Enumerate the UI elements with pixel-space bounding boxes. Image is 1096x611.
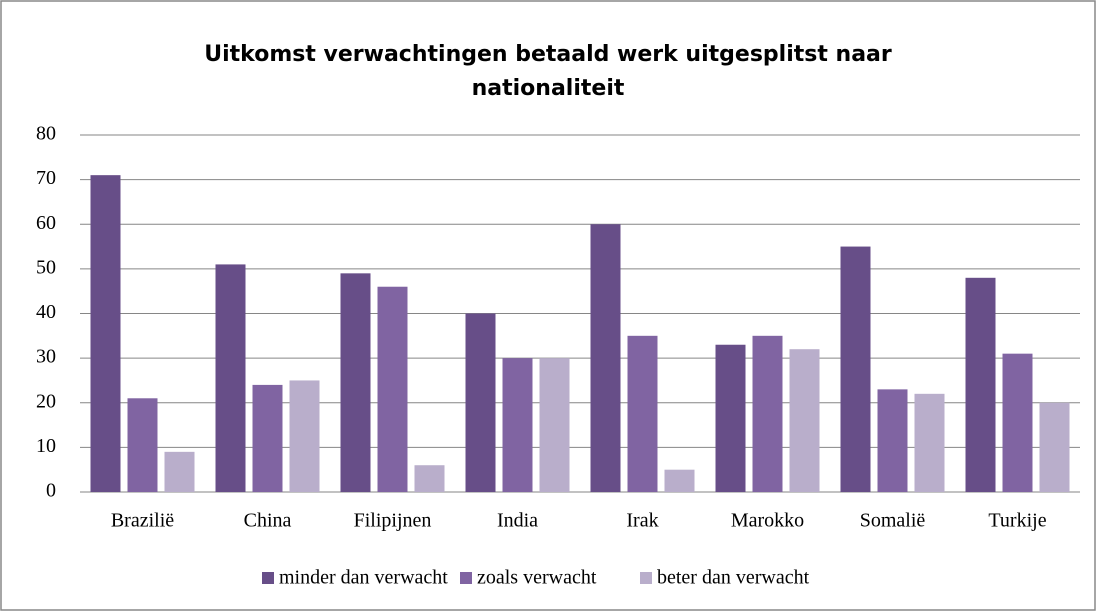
bar — [289, 380, 320, 492]
y-tick-label: 0 — [46, 480, 56, 502]
y-tick-label: 70 — [36, 167, 56, 189]
y-tick-label: 50 — [36, 256, 56, 278]
bar — [340, 273, 371, 492]
bar — [965, 277, 996, 492]
bar — [127, 398, 158, 492]
bar — [252, 384, 283, 492]
x-tick-label: India — [497, 510, 538, 532]
bar — [789, 349, 820, 492]
bar — [627, 335, 658, 492]
bar — [539, 358, 570, 492]
chart-title: Uitkomst verwachtingen betaald werk uitg… — [204, 42, 892, 101]
bar — [715, 344, 746, 492]
bar — [914, 393, 945, 492]
y-tick-label: 10 — [36, 435, 56, 457]
bar — [465, 313, 496, 492]
bar — [840, 246, 871, 492]
x-tick-label: Somalië — [860, 510, 926, 532]
bar — [590, 224, 621, 492]
legend-label: beter dan verwacht — [657, 567, 810, 589]
bar — [215, 264, 246, 492]
bar — [1002, 353, 1033, 492]
x-tick-label: Irak — [626, 510, 658, 532]
bar — [1039, 402, 1070, 492]
y-tick-label: 80 — [36, 123, 56, 145]
legend-swatch — [460, 572, 472, 584]
x-tick-label: Marokko — [731, 510, 804, 532]
y-tick-label: 60 — [36, 212, 56, 234]
legend-label: minder dan verwacht — [279, 567, 448, 589]
bar — [664, 469, 695, 492]
legend-swatch — [640, 572, 652, 584]
bar — [502, 358, 533, 492]
x-tick-label: Filipijnen — [354, 510, 432, 532]
bar — [377, 286, 408, 492]
legend-label: zoals verwacht — [477, 567, 597, 589]
y-tick-label: 30 — [36, 346, 56, 368]
x-tick-label: Brazilië — [111, 510, 174, 532]
x-tick-label: Turkije — [988, 510, 1046, 532]
bar — [414, 465, 445, 492]
bar — [164, 451, 195, 492]
bar — [90, 175, 121, 492]
bar — [752, 335, 783, 492]
legend-swatch — [262, 572, 274, 584]
x-tick-label: China — [244, 510, 292, 532]
bar — [877, 389, 908, 492]
y-tick-label: 40 — [36, 301, 56, 323]
y-tick-label: 20 — [36, 390, 56, 412]
